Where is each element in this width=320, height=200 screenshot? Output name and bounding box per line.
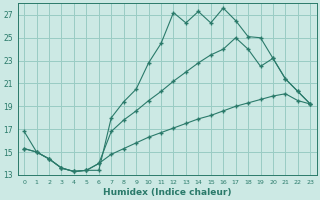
X-axis label: Humidex (Indice chaleur): Humidex (Indice chaleur)	[103, 188, 231, 197]
